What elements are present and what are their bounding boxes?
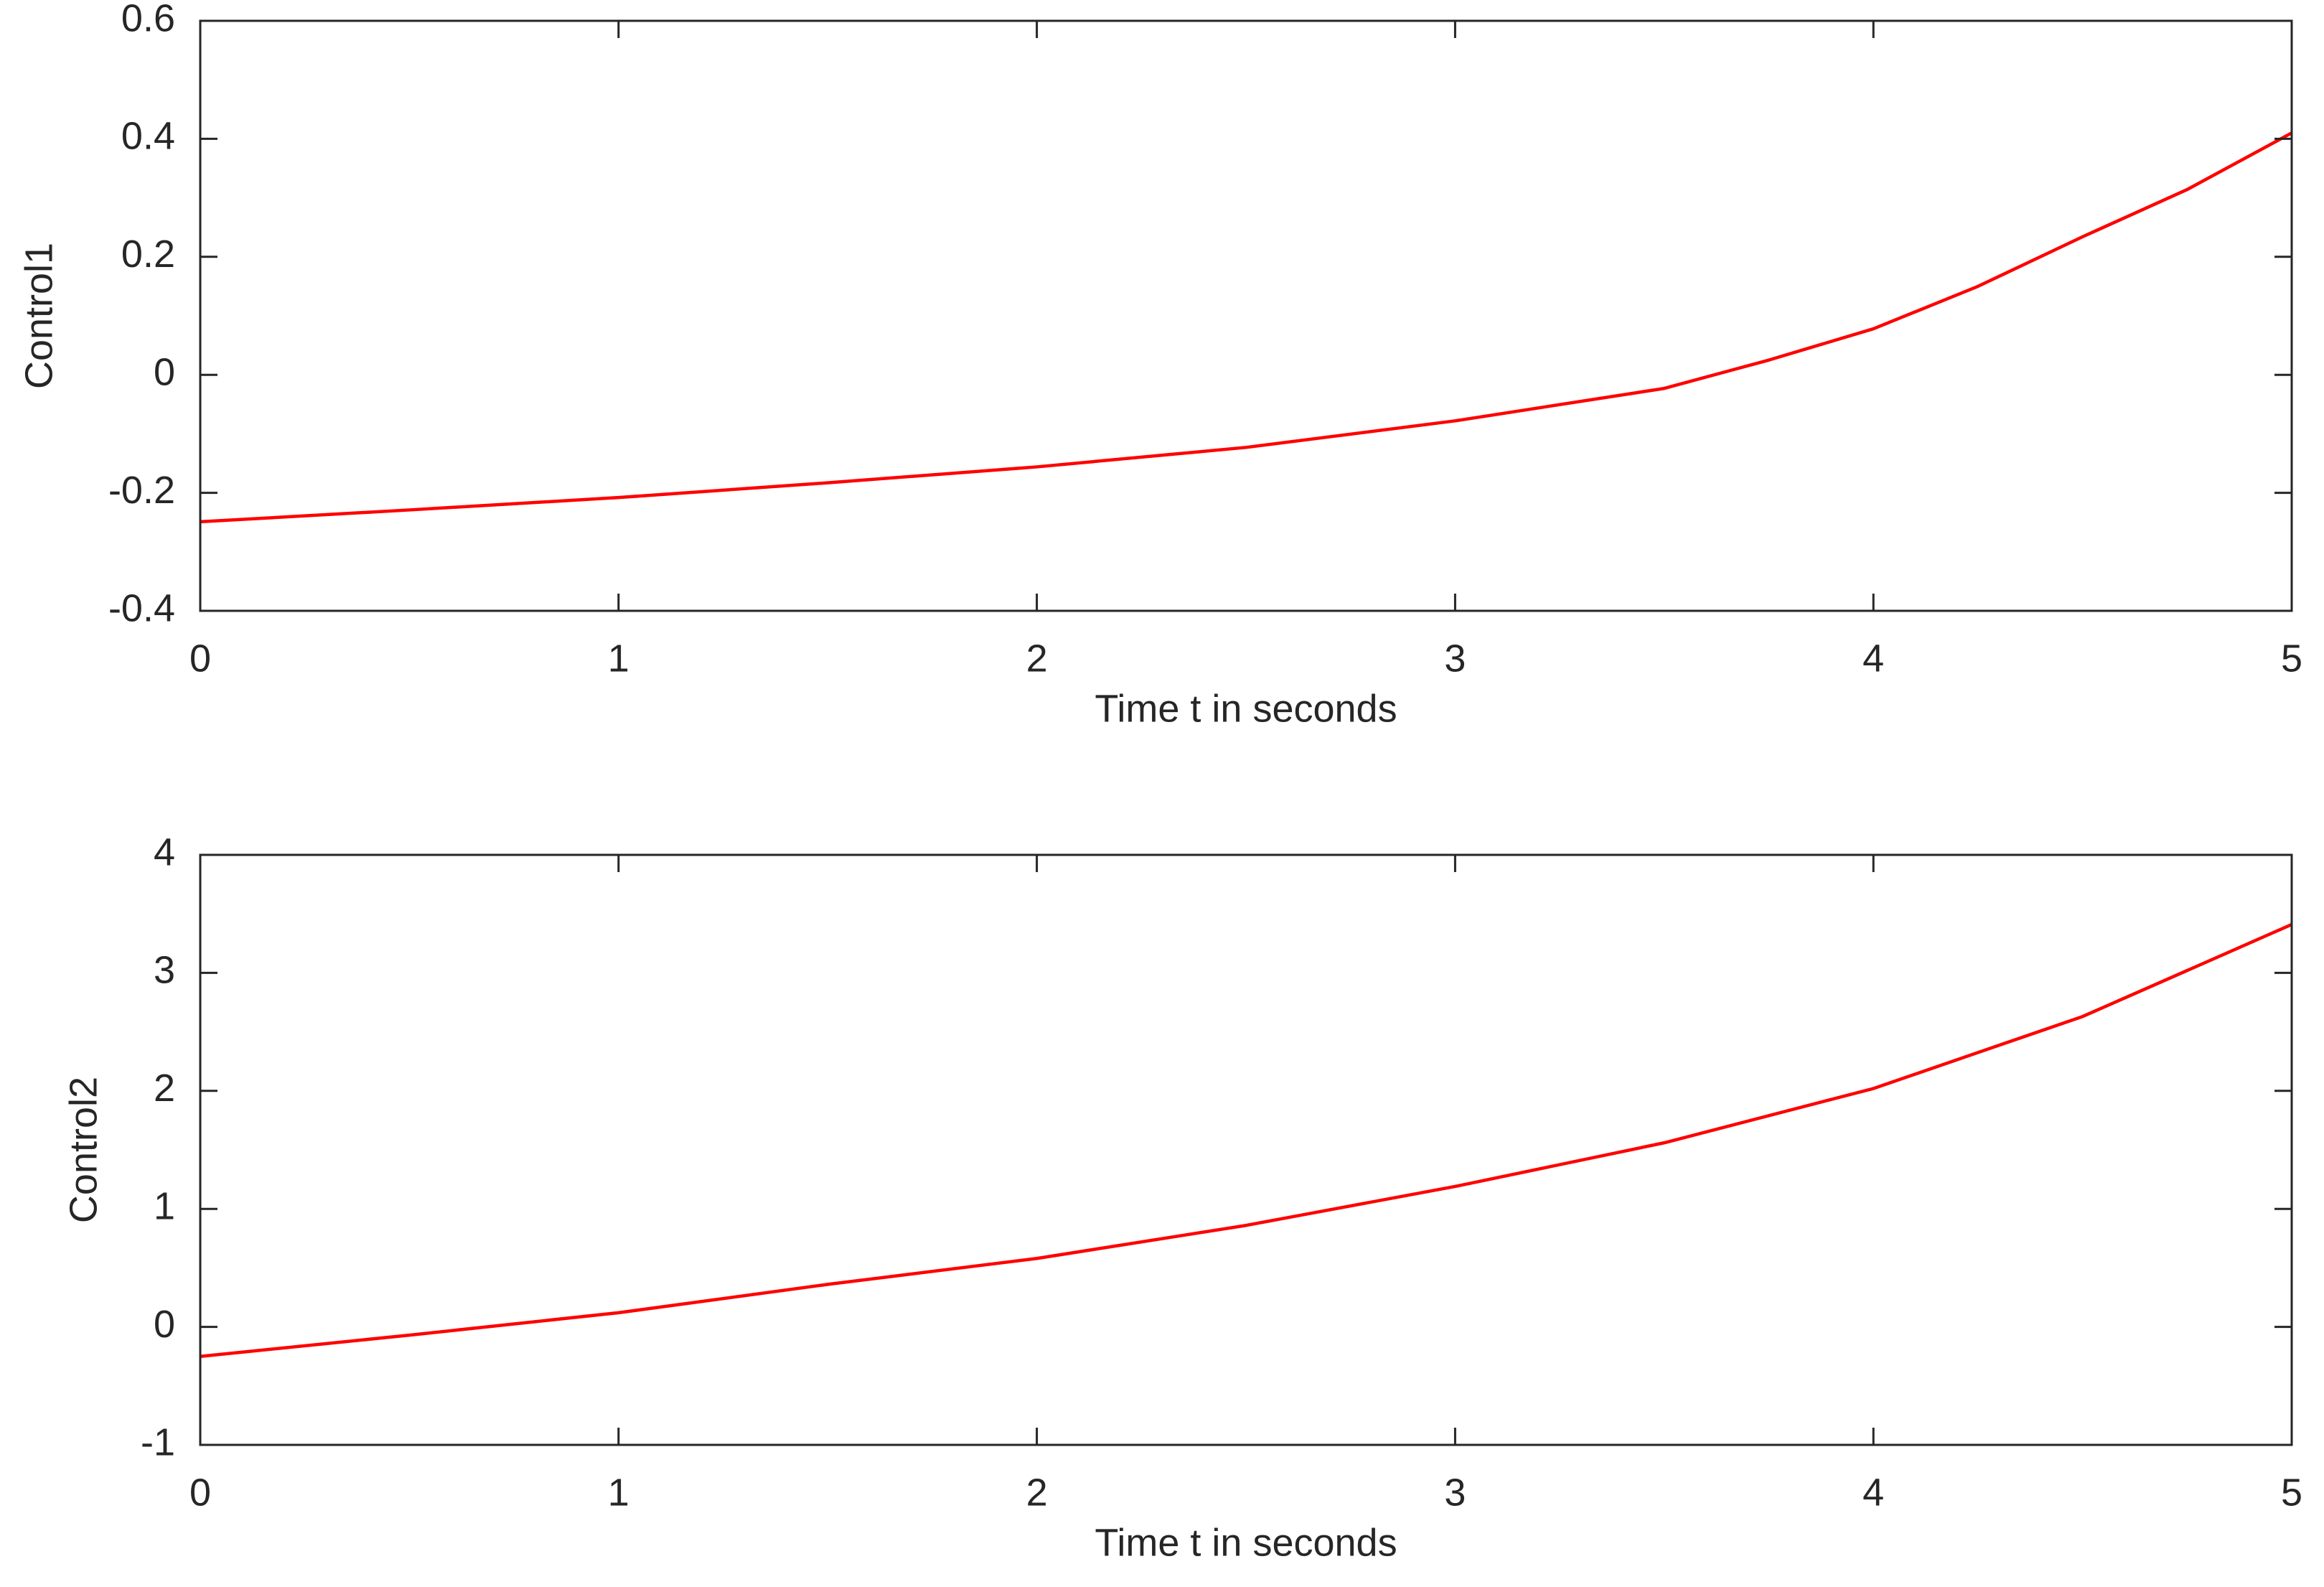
plot-frame [199, 19, 2293, 612]
y-tick-label: 1 [154, 1184, 175, 1227]
y-tick-label: -1 [141, 1420, 175, 1464]
y-tick-label: 3 [154, 949, 175, 992]
x-tick-label: 2 [1026, 1471, 1048, 1514]
y-tick-label: 2 [154, 1067, 175, 1110]
x-tick-label: 4 [1863, 637, 1884, 680]
x-tick-label: 1 [608, 1471, 629, 1514]
x-tick-label: 3 [1444, 1471, 1466, 1514]
y-tick-label: 0.2 [121, 233, 175, 276]
y-tick-label: -0.2 [108, 469, 175, 512]
x-tick-label: 5 [2281, 1471, 2302, 1514]
y-tick-label: 0.4 [121, 115, 175, 158]
y-axis-label: Control1 [17, 243, 60, 389]
x-tick-label: 0 [189, 1471, 211, 1514]
y-tick-label: 0 [154, 1303, 175, 1346]
x-tick-label: 2 [1026, 637, 1048, 680]
data-line [200, 131, 2293, 524]
y-axis-label: Control2 [62, 1077, 105, 1223]
x-tick-label: 1 [608, 637, 629, 680]
x-tick-label: 0 [189, 637, 211, 680]
y-tick-label: 0.6 [121, 0, 175, 39]
data-line [200, 922, 2292, 1358]
y-tick-label: -0.4 [108, 586, 175, 629]
y-tick-label: 4 [154, 830, 175, 874]
plot-frame [199, 853, 2293, 1446]
y-tick-label: 0 [154, 350, 175, 393]
x-axis-label: Time t in seconds [1095, 1521, 1397, 1564]
x-tick-label: 3 [1444, 637, 1466, 680]
x-tick-label: 4 [1863, 1471, 1884, 1514]
x-axis-label: Time t in seconds [1095, 687, 1397, 730]
x-tick-label: 5 [2281, 637, 2302, 680]
